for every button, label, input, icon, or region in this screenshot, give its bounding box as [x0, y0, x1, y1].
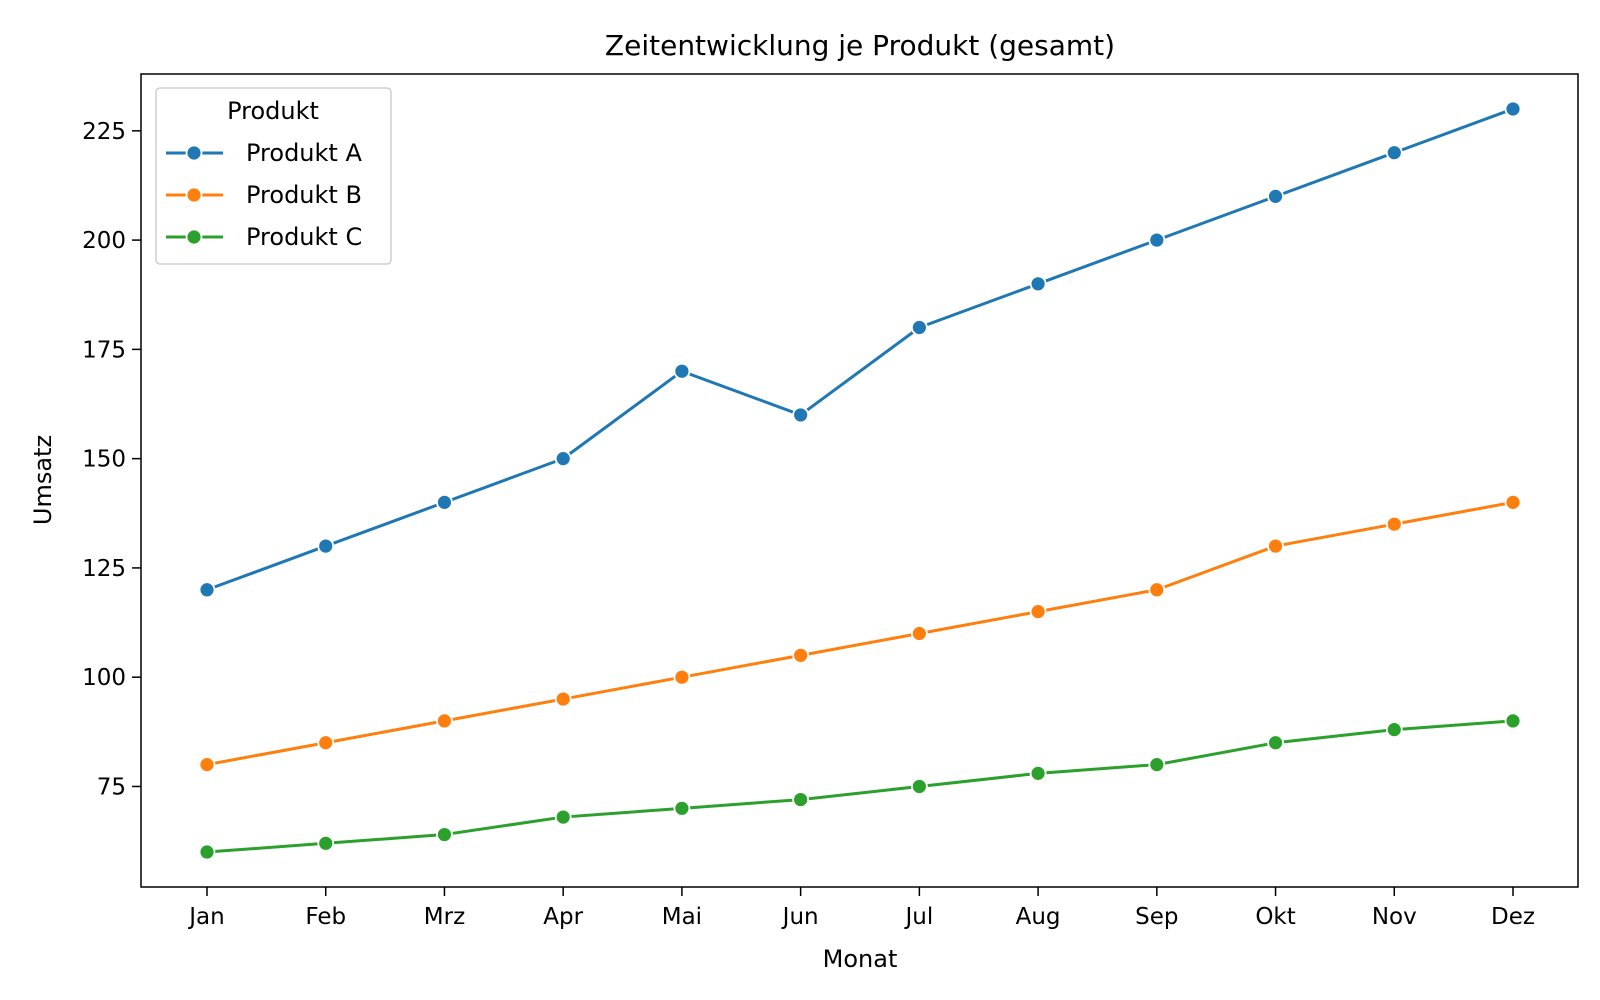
data-point [1385, 721, 1403, 739]
y-tick-label: 200 [82, 228, 126, 254]
x-tick-label: Sep [1135, 904, 1178, 930]
data-point [1267, 734, 1284, 752]
data-point [554, 450, 572, 468]
x-tick-label: Aug [1016, 904, 1061, 930]
data-point [198, 581, 216, 599]
data-point [910, 319, 928, 336]
series-line-2 [205, 500, 1515, 767]
legend-marker [185, 186, 203, 204]
x-axis: Jan Feb Mrz Apr Mai Jun Jul Aug Sep Okt Nov Dez [187, 887, 1535, 930]
data-point [792, 646, 810, 664]
x-tick-label: Mai [662, 904, 702, 930]
data-point [1385, 515, 1403, 533]
data-point [673, 668, 691, 686]
chart-title: Zeitentwicklung je Produkt (gesamt) [605, 29, 1115, 62]
data-point [554, 808, 572, 826]
data-point [1148, 581, 1166, 599]
legend-title: Produkt [227, 97, 319, 125]
legend-items: Produkt A Produkt B Produkt C [166, 139, 362, 251]
y-tick-label: 100 [82, 665, 126, 691]
x-axis-title: Monat [823, 945, 898, 973]
legend-label: Produkt A [246, 139, 362, 167]
data-point [792, 791, 810, 808]
x-tick-label: Feb [305, 904, 346, 930]
legend-label: Produkt B [246, 181, 362, 209]
x-tick-label: Mrz [424, 904, 465, 930]
y-tick-label: 125 [82, 556, 126, 582]
data-point [198, 843, 216, 861]
data-point [554, 690, 572, 708]
data-point [910, 625, 928, 642]
data-point [436, 826, 453, 843]
x-tick-label: Jun [781, 904, 819, 930]
x-tick-label: Dez [1491, 904, 1535, 930]
x-tick-label: Jul [903, 904, 933, 930]
legend: Produkt Produkt A Produkt B Produkt C [155, 87, 392, 265]
data-point [436, 712, 453, 730]
x-tick-label: Apr [543, 904, 583, 930]
series-markers [198, 100, 1522, 861]
data-point [1029, 275, 1047, 293]
data-point [1504, 712, 1522, 730]
data-point [317, 537, 335, 555]
data-point [317, 834, 335, 852]
data-point [1385, 144, 1403, 162]
series-line-1 [205, 107, 1515, 592]
legend-marker [185, 228, 203, 246]
data-point [673, 799, 691, 817]
data-point [792, 406, 810, 424]
data-point [1148, 231, 1166, 249]
data-point [198, 756, 216, 774]
data-point [1029, 764, 1047, 782]
legend-label: Produkt C [246, 223, 362, 251]
y-axis-title: Umsatz [29, 435, 57, 525]
series-line-3 [205, 719, 1515, 854]
y-tick-label: 225 [82, 119, 126, 145]
y-tick-label: 175 [82, 337, 126, 363]
plot-frame [140, 73, 1579, 888]
data-point [1148, 756, 1166, 774]
data-point [1504, 493, 1522, 511]
x-tick-label: Jan [187, 904, 224, 930]
data-point [1504, 100, 1522, 118]
legend-box [155, 87, 392, 265]
y-axis: 75 100 125 150 175 200 225 [82, 119, 141, 800]
x-tick-label: Nov [1372, 904, 1417, 930]
x-tick-label: Okt [1255, 904, 1295, 930]
data-point [910, 778, 928, 795]
data-point [1267, 187, 1284, 205]
data-point [436, 493, 453, 511]
data-point [1029, 603, 1047, 621]
y-tick-label: 75 [97, 774, 126, 800]
y-tick-label: 150 [82, 447, 126, 473]
data-point [317, 734, 335, 752]
legend-marker [185, 144, 203, 162]
data-point [1267, 537, 1284, 555]
data-point [673, 362, 691, 380]
series-lines [205, 107, 1515, 854]
